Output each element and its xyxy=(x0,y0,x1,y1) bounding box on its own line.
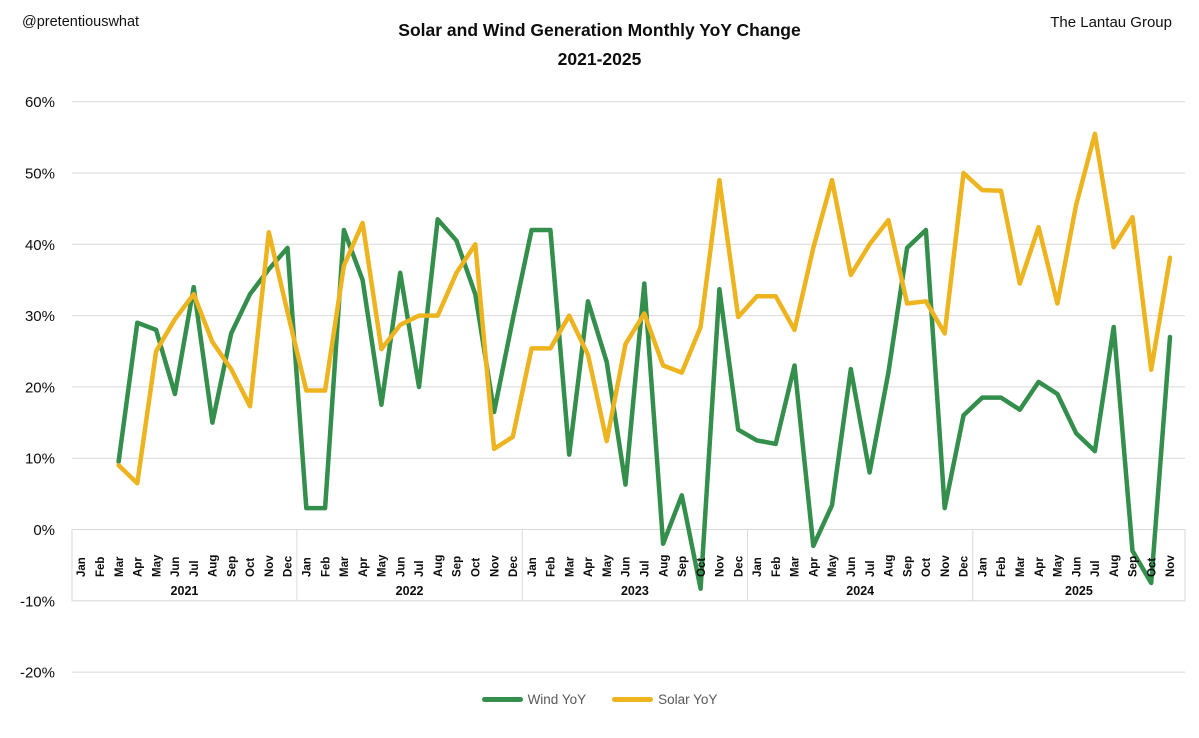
y-tick-label: 10% xyxy=(25,451,55,468)
month-tick-label: Mar xyxy=(339,556,351,577)
month-tick-label: Dec xyxy=(959,555,971,577)
year-tick-label: 2021 xyxy=(171,584,199,598)
month-tick-label: Jan xyxy=(302,557,314,577)
month-tick-label: Dec xyxy=(508,555,520,577)
month-tick-label: Sep xyxy=(452,556,464,577)
month-tick-label: Aug xyxy=(433,555,445,577)
wind-legend-label: Wind YoY xyxy=(527,692,587,707)
month-tick-label: Oct xyxy=(245,558,257,577)
y-tick-label: 20% xyxy=(25,379,55,396)
solar-legend-swatch xyxy=(612,697,654,702)
month-tick-label: Mar xyxy=(790,556,802,577)
month-tick-label: Dec xyxy=(733,555,745,577)
month-tick-label: Jun xyxy=(170,557,182,577)
month-tick-label: Aug xyxy=(208,555,220,577)
month-tick-label: Aug xyxy=(884,555,896,577)
year-tick-label: 2022 xyxy=(396,584,424,598)
month-tick-label: Jul xyxy=(414,560,426,577)
month-tick-label: Feb xyxy=(771,557,783,577)
month-tick-label: Sep xyxy=(677,556,689,577)
solar-series-line xyxy=(116,131,1173,486)
month-tick-label: Sep xyxy=(226,556,238,577)
month-tick-label: Nov xyxy=(264,555,276,577)
month-tick-label: Apr xyxy=(358,557,370,577)
month-tick-label: Apr xyxy=(133,557,145,577)
month-tick-label: Mar xyxy=(564,556,576,577)
month-tick-label: Oct xyxy=(1146,558,1158,577)
legend-item-wind: Wind YoY xyxy=(481,692,587,707)
month-tick-label: Jul xyxy=(1090,560,1102,577)
chart-title-line2: 2021-2025 xyxy=(557,48,642,69)
y-tick-label: -10% xyxy=(20,593,55,610)
month-tick-label: Jan xyxy=(977,557,989,577)
month-tick-label: Nov xyxy=(1165,555,1177,577)
chart-title: Solar and Wind Generation Monthly YoY Ch… xyxy=(0,16,1199,74)
y-tick-label: 30% xyxy=(25,308,55,325)
month-tick-label: Feb xyxy=(320,557,332,577)
y-tick-label: 60% xyxy=(25,94,55,111)
y-tick-label: -20% xyxy=(20,665,55,682)
month-tick-label: Sep xyxy=(1128,556,1140,577)
brand-text: The Lantau Group xyxy=(1050,14,1172,31)
legend-item-solar: Solar YoY xyxy=(612,692,717,707)
month-tick-label: May xyxy=(602,554,614,577)
month-tick-label: Jan xyxy=(76,557,88,577)
month-tick-label: Jun xyxy=(846,557,858,577)
month-tick-label: May xyxy=(151,554,163,577)
month-tick-label: Jul xyxy=(865,560,877,577)
year-tick-label: 2024 xyxy=(846,584,874,598)
month-tick-label: Apr xyxy=(583,557,595,577)
legend: Wind YoY Solar YoY xyxy=(0,692,1199,707)
month-tick-label: Feb xyxy=(546,557,558,577)
axis-band xyxy=(71,529,1186,602)
chart-title-line1: Solar and Wind Generation Monthly YoY Ch… xyxy=(398,20,801,40)
year-tick-label: 2023 xyxy=(621,584,649,598)
y-tick-label: 40% xyxy=(25,237,55,254)
wind-legend-swatch xyxy=(481,697,523,702)
month-tick-label: Jul xyxy=(189,560,201,577)
month-tick-label: May xyxy=(1053,554,1065,577)
y-tick-label: 50% xyxy=(25,166,55,183)
watermark-handle: @pretentiouswhat xyxy=(22,14,140,30)
month-tick-label: Nov xyxy=(940,555,952,577)
month-tick-label: Mar xyxy=(114,556,126,577)
month-tick-label: Nov xyxy=(489,555,501,577)
month-tick-label: Oct xyxy=(696,558,708,577)
month-tick-label: Jun xyxy=(395,557,407,577)
month-tick-label: Jun xyxy=(621,557,633,577)
month-tick-label: Oct xyxy=(470,558,482,577)
year-tick-label: 2025 xyxy=(1065,584,1093,598)
month-tick-label: Apr xyxy=(808,557,820,577)
month-tick-label: May xyxy=(377,554,389,577)
month-tick-label: Nov xyxy=(715,555,727,577)
month-tick-label: Jun xyxy=(1071,557,1083,577)
month-tick-label: Jan xyxy=(752,557,764,577)
month-tick-label: May xyxy=(827,554,839,577)
month-tick-label: Jul xyxy=(639,560,651,577)
month-tick-label: Mar xyxy=(1015,556,1027,577)
month-tick-label: Dec xyxy=(283,555,295,577)
month-tick-label: Feb xyxy=(95,557,107,577)
month-tick-label: Feb xyxy=(996,557,1008,577)
month-tick-label: Sep xyxy=(902,556,914,577)
month-tick-label: Jan xyxy=(527,557,539,577)
month-tick-label: Aug xyxy=(1109,555,1121,577)
month-tick-label: Oct xyxy=(921,558,933,577)
solar-legend-label: Solar YoY xyxy=(658,692,718,707)
month-tick-label: Aug xyxy=(658,555,670,577)
y-tick-label: 0% xyxy=(33,522,55,539)
month-tick-label: Apr xyxy=(1034,557,1046,577)
